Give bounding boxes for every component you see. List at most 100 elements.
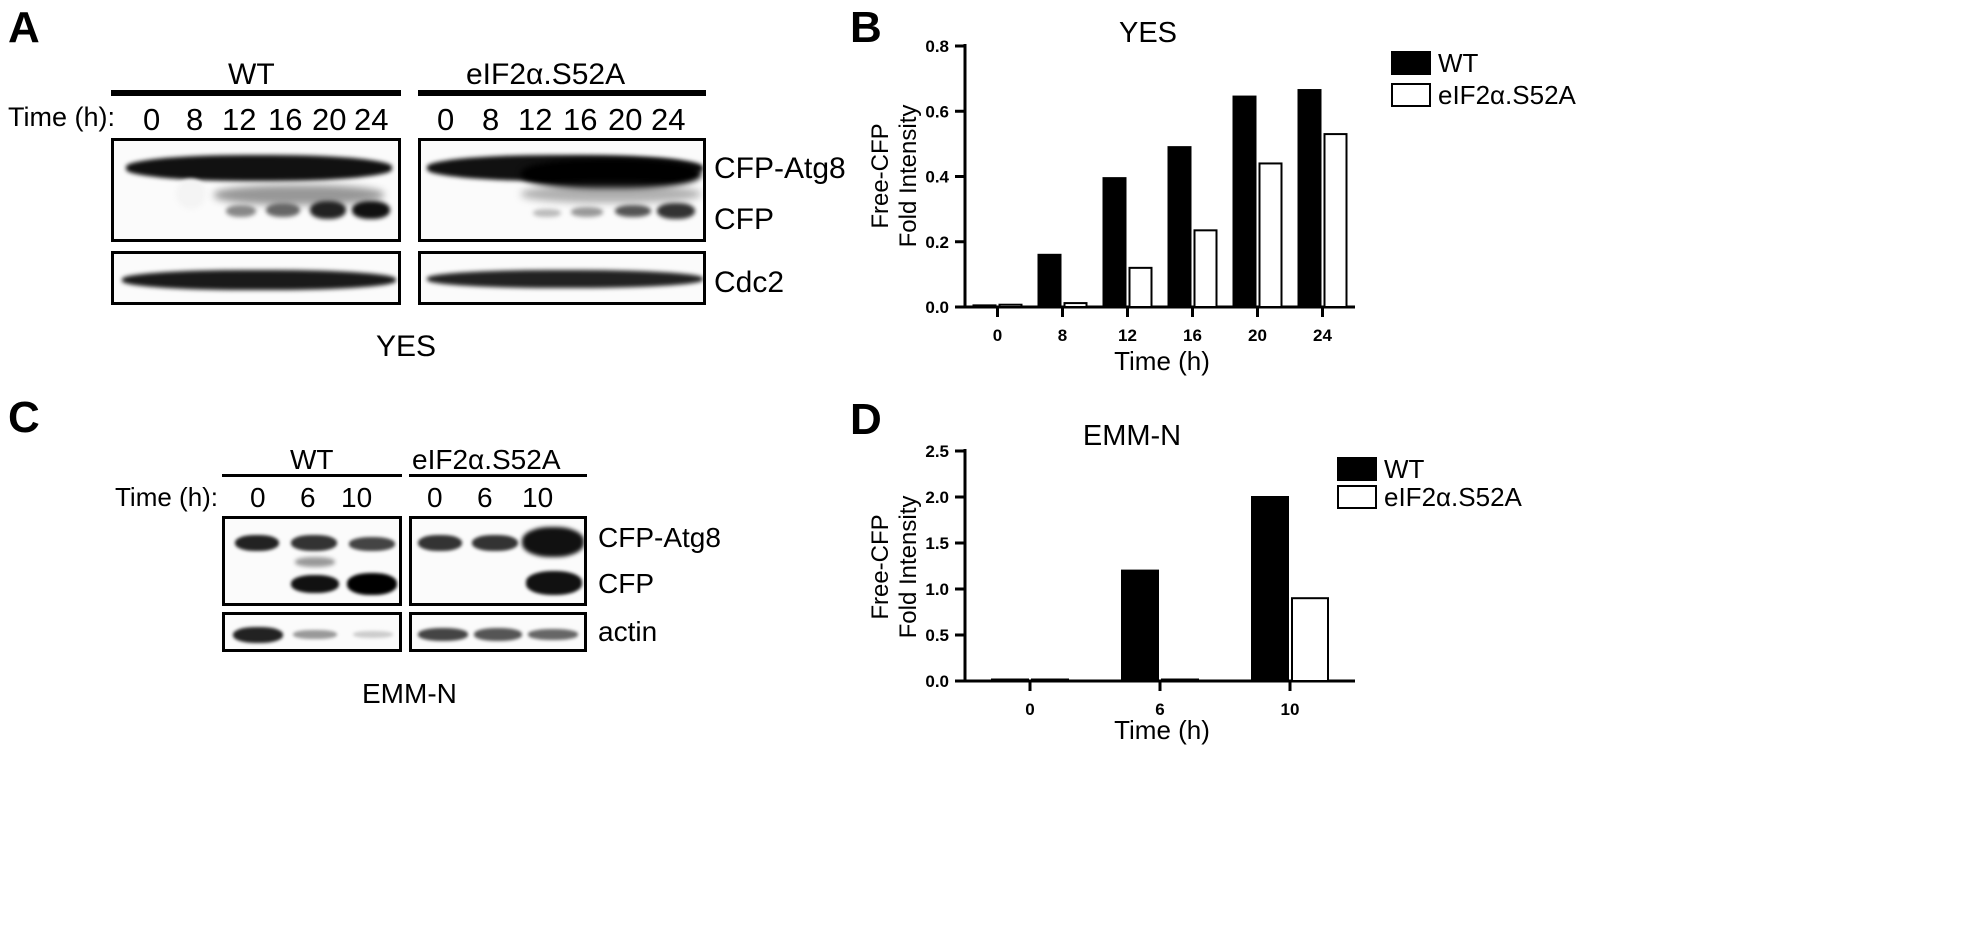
- x-tick-label: 12: [1118, 326, 1137, 345]
- x-tick-label: 10: [1281, 700, 1300, 719]
- legend-swatch: [1391, 83, 1431, 107]
- bar: [1323, 133, 1348, 308]
- band-label: Cdc2: [714, 266, 785, 299]
- group-bar-wt: [111, 90, 401, 96]
- y-axis-label: Free-CFP: [867, 123, 894, 228]
- panel-label-d: D: [850, 395, 882, 444]
- bar: [1251, 496, 1289, 682]
- y-tick-label: 1.0: [925, 580, 949, 599]
- bar: [1167, 146, 1192, 308]
- bar: [1031, 678, 1069, 682]
- bar: [1037, 253, 1062, 309]
- y-tick-label: 0.0: [925, 298, 949, 317]
- x-tick-label: 24: [1313, 326, 1332, 345]
- panel-label-c: C: [8, 393, 40, 442]
- y-tick-label: 0.8: [925, 37, 949, 56]
- time-label: 16: [268, 102, 303, 137]
- blot-image-wt-cdc2: [111, 251, 401, 305]
- y-tick-label: 0.0: [925, 672, 949, 691]
- panel-label-b: B: [850, 3, 882, 52]
- blot-image-wt-atg8: [222, 516, 402, 606]
- bar: [998, 303, 1023, 308]
- y-tick-label: 0.4: [925, 168, 949, 187]
- y-tick-label: 2.0: [925, 488, 949, 507]
- bar: [1102, 177, 1127, 308]
- bar: [991, 678, 1029, 682]
- bar: [1063, 302, 1088, 308]
- y-axis-label: Free-CFP: [867, 514, 894, 619]
- bar: [1258, 162, 1283, 308]
- time-label: 16: [563, 102, 598, 137]
- time-label: 8: [482, 102, 500, 137]
- time-row-label: Time (h):: [115, 482, 219, 512]
- x-axis-label: Time (h): [1114, 346, 1210, 376]
- time-row-label: Time (h):: [8, 102, 115, 132]
- bar: [972, 304, 997, 308]
- x-axis-label: Time (h): [1114, 715, 1210, 745]
- time-label: 24: [651, 102, 686, 137]
- group-bar-mutant: [418, 90, 706, 96]
- time-label: 10: [341, 482, 373, 513]
- time-label: 20: [608, 102, 643, 137]
- y-tick-label: 0.5: [925, 626, 949, 645]
- y-tick-label: 1.5: [925, 534, 949, 553]
- x-tick-label: 6: [1155, 700, 1164, 719]
- panel-label-a: A: [8, 3, 40, 52]
- chart-title: YES: [1119, 17, 1177, 49]
- group-label-wt: WT: [290, 444, 334, 475]
- x-tick-label: 20: [1248, 326, 1267, 345]
- legend-label: WT: [1384, 454, 1425, 484]
- y-tick-label: 2.5: [925, 442, 949, 461]
- blot-image-wt-actin: [222, 612, 402, 652]
- group-bar-wt: [222, 474, 402, 477]
- legend-swatch: [1337, 485, 1377, 509]
- legend-label: WT: [1438, 48, 1479, 78]
- time-label: 12: [518, 102, 553, 137]
- time-label: 0: [437, 102, 455, 137]
- band-label: CFP: [598, 568, 654, 599]
- blot-image-mutant-atg8: [409, 516, 587, 606]
- time-label: 6: [477, 482, 493, 513]
- x-tick-label: 0: [1025, 700, 1034, 719]
- group-label-mutant: eIF2α.S52A: [412, 444, 561, 475]
- band-label: CFP: [714, 203, 774, 236]
- bar: [1161, 678, 1199, 682]
- time-label: 10: [522, 482, 554, 513]
- group-label-wt: WT: [228, 58, 275, 91]
- bar: [1291, 597, 1329, 683]
- y-axis-label: Fold Intensity: [895, 105, 922, 248]
- legend-swatch: [1391, 51, 1431, 75]
- blot-image-mutant-actin: [409, 612, 587, 652]
- time-label: 6: [300, 482, 316, 513]
- time-label: 0: [427, 482, 443, 513]
- y-tick-label: 0.2: [925, 233, 949, 252]
- bar: [1121, 569, 1159, 682]
- condition-label: YES: [376, 330, 437, 363]
- bar: [1128, 266, 1153, 309]
- chart-title: EMM-N: [1083, 420, 1181, 452]
- y-axis-label: Fold Intensity: [895, 496, 922, 639]
- time-label: 24: [354, 102, 389, 137]
- group-bar-mutant: [409, 474, 587, 477]
- legend-label: eIF2α.S52A: [1438, 80, 1577, 110]
- bar: [1297, 89, 1322, 308]
- x-tick-label: 16: [1183, 326, 1202, 345]
- blot-image-mutant-atg8: [418, 138, 706, 242]
- band-label: CFP-Atg8: [714, 152, 846, 185]
- legend-swatch: [1337, 457, 1377, 481]
- blot-image-wt-atg8: [111, 138, 401, 242]
- x-tick-label: 8: [1058, 326, 1067, 345]
- legend-label: eIF2α.S52A: [1384, 482, 1523, 512]
- group-label-mutant: eIF2α.S52A: [466, 58, 626, 91]
- time-label: 0: [143, 102, 161, 137]
- bar: [1193, 229, 1218, 308]
- time-label: 20: [312, 102, 347, 137]
- y-tick-label: 0.6: [925, 102, 949, 121]
- time-label: 12: [222, 102, 257, 137]
- band-label: CFP-Atg8: [598, 522, 721, 553]
- blot-image-mutant-cdc2: [418, 251, 706, 305]
- band-label: actin: [598, 616, 658, 647]
- time-label: 0: [250, 482, 266, 513]
